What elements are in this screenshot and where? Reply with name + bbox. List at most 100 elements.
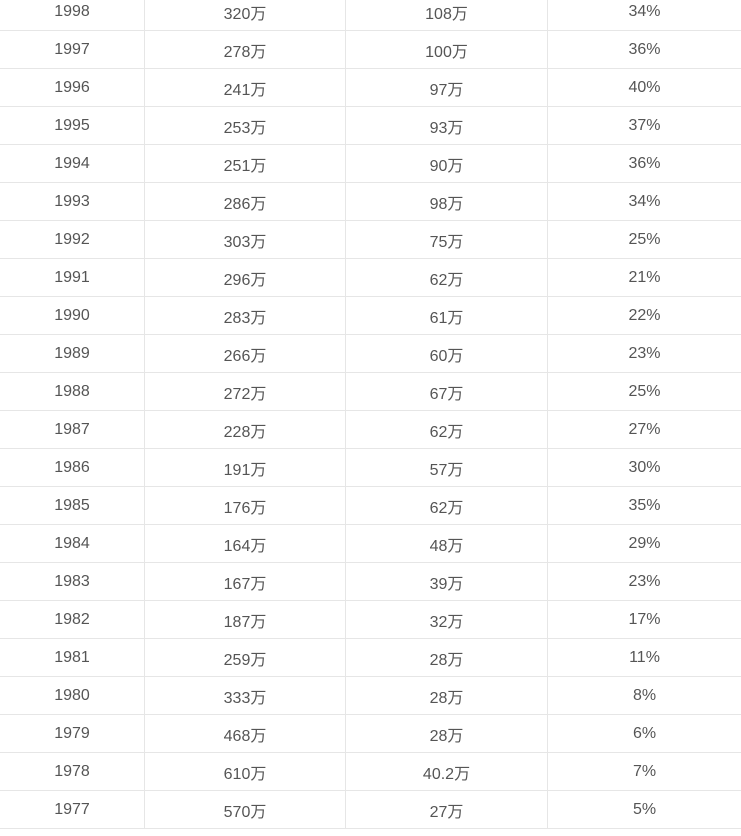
col3-cell: 61万: [346, 297, 548, 334]
col3-cell: 60万: [346, 335, 548, 372]
table-row: 1985 176万 62万 35%: [0, 487, 741, 525]
col3-cell: 90万: [346, 145, 548, 182]
col2-cell: 286万: [145, 183, 346, 220]
year-cell: 1992: [0, 221, 145, 258]
table-row: 1977 570万 27万 5%: [0, 791, 741, 829]
year-cell: 1980: [0, 677, 145, 714]
percent-cell: 8%: [632, 686, 657, 704]
table-row: 1984 164万 48万 29%: [0, 525, 741, 563]
col2-cell: 333万: [145, 677, 346, 714]
year-cell: 1988: [0, 373, 145, 410]
col2-cell: 303万: [145, 221, 346, 258]
percent-cell: 23%: [628, 572, 661, 590]
col3-cell: 62万: [346, 411, 548, 448]
year-cell: 1991: [0, 259, 145, 296]
col2-cell: 272万: [145, 373, 346, 410]
col2-cell: 296万: [145, 259, 346, 296]
table-row: 1993 286万 98万 34%: [0, 183, 741, 221]
table-row: 1989 266万 60万 23%: [0, 335, 741, 373]
col3-cell: 93万: [346, 107, 548, 144]
col2-cell: 259万: [145, 639, 346, 676]
percent-cell: 29%: [628, 534, 661, 552]
percent-cell: 34%: [628, 192, 661, 210]
year-cell: 1997: [0, 31, 145, 68]
col2-cell: 468万: [145, 715, 346, 752]
col2-cell: 610万: [145, 753, 346, 790]
year-cell: 1978: [0, 753, 145, 790]
year-cell: 1990: [0, 297, 145, 334]
year-cell: 1986: [0, 449, 145, 486]
col2-cell: 228万: [145, 411, 346, 448]
table-row: 1998 320万 108万 34%: [0, 0, 741, 31]
table-row: 1995 253万 93万 37%: [0, 107, 741, 145]
percent-cell: 34%: [628, 2, 661, 20]
percent-cell: 6%: [632, 724, 657, 742]
col3-cell: 40.2万: [346, 753, 548, 790]
table-row: 1978 610万 40.2万 7%: [0, 753, 741, 791]
year-cell: 1989: [0, 335, 145, 372]
table-row: 1991 296万 62万 21%: [0, 259, 741, 297]
col2-cell: 320万: [145, 0, 346, 30]
col3-cell: 28万: [346, 715, 548, 752]
year-cell: 1993: [0, 183, 145, 220]
year-cell: 1998: [0, 0, 145, 30]
col2-cell: 176万: [145, 487, 346, 524]
col3-cell: 62万: [346, 259, 548, 296]
year-cell: 1985: [0, 487, 145, 524]
table-row: 1997 278万 100万 36%: [0, 31, 741, 69]
col3-cell: 28万: [346, 677, 548, 714]
col2-cell: 167万: [145, 563, 346, 600]
table-row: 1990 283万 61万 22%: [0, 297, 741, 335]
col3-cell: 67万: [346, 373, 548, 410]
col2-cell: 278万: [145, 31, 346, 68]
col3-cell: 57万: [346, 449, 548, 486]
percent-cell: 37%: [628, 116, 661, 134]
table-row: 1982 187万 32万 17%: [0, 601, 741, 639]
col3-cell: 108万: [346, 0, 548, 30]
table-row: 1994 251万 90万 36%: [0, 145, 741, 183]
percent-cell: 40%: [628, 78, 661, 96]
col2-cell: 164万: [145, 525, 346, 562]
col3-cell: 28万: [346, 639, 548, 676]
col2-cell: 191万: [145, 449, 346, 486]
percent-cell: 7%: [632, 762, 657, 780]
col3-cell: 62万: [346, 487, 548, 524]
col3-cell: 32万: [346, 601, 548, 638]
percent-cell: 36%: [628, 154, 661, 172]
year-cell: 1995: [0, 107, 145, 144]
table-row: 1980 333万 28万 8%: [0, 677, 741, 715]
percent-cell: 36%: [628, 40, 661, 58]
col2-cell: 187万: [145, 601, 346, 638]
col3-cell: 75万: [346, 221, 548, 258]
col2-cell: 241万: [145, 69, 346, 106]
percent-cell: 25%: [628, 230, 661, 248]
percent-cell: 25%: [628, 382, 661, 400]
percent-cell: 30%: [628, 458, 661, 476]
percent-cell: 27%: [628, 420, 661, 438]
percent-cell: 5%: [632, 800, 657, 818]
col3-cell: 48万: [346, 525, 548, 562]
percent-cell: 17%: [628, 610, 661, 628]
col2-cell: 251万: [145, 145, 346, 182]
col2-cell: 570万: [145, 791, 346, 828]
col3-cell: 98万: [346, 183, 548, 220]
percent-cell: 23%: [628, 344, 661, 362]
table-row: 1987 228万 62万 27%: [0, 411, 741, 449]
col3-cell: 97万: [346, 69, 548, 106]
col2-cell: 266万: [145, 335, 346, 372]
percent-cell: 22%: [628, 306, 661, 324]
table-row: 1988 272万 67万 25%: [0, 373, 741, 411]
year-cell: 1981: [0, 639, 145, 676]
table-row: 1979 468万 28万 6%: [0, 715, 741, 753]
year-cell: 1994: [0, 145, 145, 182]
year-cell: 1984: [0, 525, 145, 562]
year-cell: 1996: [0, 69, 145, 106]
year-cell: 1977: [0, 791, 145, 828]
percent-cell: 21%: [628, 268, 661, 286]
year-cell: 1987: [0, 411, 145, 448]
col2-cell: 253万: [145, 107, 346, 144]
table-row: 1992 303万 75万 25%: [0, 221, 741, 259]
col3-cell: 27万: [346, 791, 548, 828]
percent-cell: 11%: [629, 648, 660, 666]
